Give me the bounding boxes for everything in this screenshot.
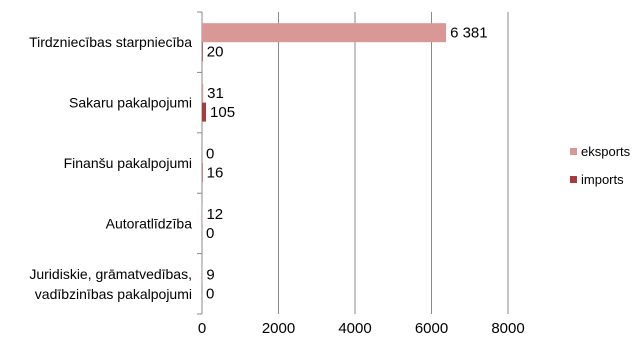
legend-label-eksports: eksports (581, 144, 631, 159)
bar-imports-0 (202, 42, 203, 62)
x-tick-label-0: 0 (198, 320, 206, 337)
gridlines (278, 12, 509, 314)
data-label-eksports-4: 9 (206, 266, 214, 283)
category-label-4: Juridiskie, grāmatvedības, (29, 266, 192, 282)
legend-label-imports: imports (581, 172, 624, 187)
x-tick-label-2: 4000 (338, 320, 371, 337)
category-label-1: Sakaru pakalpojumi (69, 95, 192, 111)
data-label-eksports-2: 0 (206, 146, 214, 163)
x-tick-label-3: 6000 (415, 320, 448, 337)
bars (202, 23, 447, 284)
data-label-imports-1: 105 (210, 104, 235, 121)
legend: eksports imports (570, 144, 631, 187)
data-label-imports-2: 16 (207, 165, 224, 182)
category-label-4: vadībzinības pakalpojumi (35, 286, 192, 302)
category-label-2: Finanšu pakalpojumi (64, 155, 192, 171)
legend-swatch-imports (570, 176, 577, 183)
x-tick-label-4: 8000 (491, 320, 524, 337)
category-labels: Tirdzniecības starpniecība Sakaru pakalpo… (29, 34, 192, 302)
bar-eksports-0 (202, 23, 447, 43)
category-axis (197, 11, 203, 315)
category-label-3: Autoratlīdzība (106, 215, 193, 231)
category-label-0: Tirdzniecības starpniecība (29, 34, 192, 50)
x-tick-labels: 0 2000 4000 6000 8000 (198, 320, 525, 337)
x-tick-label-1: 2000 (262, 320, 295, 337)
bar-imports-1 (202, 102, 207, 122)
data-label-eksports-0: 6 381 (450, 25, 488, 42)
data-label-imports-0: 20 (207, 44, 224, 61)
legend-swatch-eksports (570, 148, 577, 155)
data-label-imports-4: 0 (206, 285, 214, 302)
bar-eksports-1 (202, 83, 204, 103)
data-label-eksports-1: 31 (207, 85, 224, 102)
bar-imports-2 (202, 163, 203, 182)
data-labels: 6 381 20 31 105 0 16 12 0 9 0 (206, 25, 488, 303)
data-label-imports-3: 0 (206, 225, 214, 242)
data-label-eksports-3: 12 (206, 206, 223, 223)
